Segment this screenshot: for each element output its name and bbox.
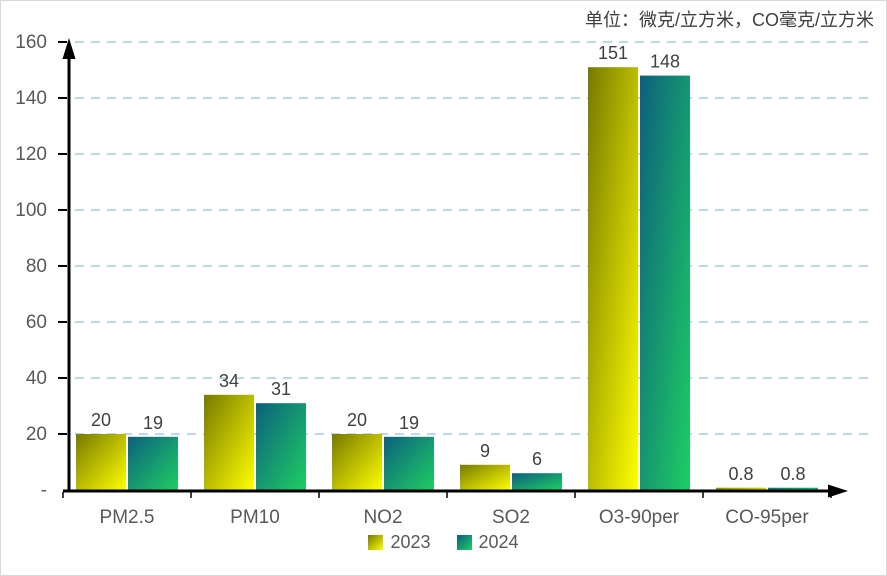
- unit-label: 单位：微克/立方米，CO毫克/立方米: [584, 10, 874, 30]
- legend-item-2023: 2023: [368, 532, 431, 553]
- value-label-2023-PM2.5: 20: [91, 410, 111, 430]
- legend-item-2024: 2024: [456, 532, 519, 553]
- value-label-2023-NO2: 20: [347, 410, 367, 430]
- value-label-2023-CO-95per: 0.8: [728, 464, 753, 484]
- y-tick-label-80: 80: [26, 256, 47, 277]
- bar-2023-SO2: [460, 464, 510, 490]
- value-label-2024-O3-90per: 148: [650, 52, 680, 72]
- value-label-2023-O3-90per: 151: [598, 43, 628, 63]
- value-label-2024-PM10: 31: [271, 379, 291, 399]
- category-label-CO-95per: CO-95per: [725, 507, 809, 528]
- bar-2023-PM10: [204, 394, 254, 490]
- bar-2024-NO2: [384, 436, 434, 490]
- bar-2024-PM10: [256, 403, 306, 490]
- y-tick-label-20: 20: [26, 424, 47, 445]
- bar-2023-CO-95per: [716, 487, 766, 490]
- value-label-2023-PM10: 34: [219, 371, 239, 391]
- value-label-2024-SO2: 6: [532, 449, 542, 469]
- value-label-2024-CO-95per: 0.8: [780, 464, 805, 484]
- bar-2024-SO2: [512, 473, 562, 490]
- y-tick-label-40: 40: [26, 368, 47, 389]
- legend-swatch-2023: [368, 535, 384, 550]
- category-label-PM10: PM10: [230, 507, 280, 528]
- y-tick-label-100: 100: [15, 200, 47, 221]
- bar-2024-PM2.5: [128, 436, 178, 490]
- category-label-PM2.5: PM2.5: [100, 507, 155, 528]
- bar-2023-NO2: [332, 434, 382, 490]
- bar-chart: 20 19 PM2.5 34 31 PM10 20 19 NO2 9 6 SO2 151 148 O3-90…: [15, 32, 875, 528]
- bar-2024-O3-90per: [640, 75, 690, 490]
- y-axis-arrow: [62, 38, 76, 59]
- value-label-2023-SO2: 9: [480, 441, 490, 461]
- bar-2024-CO-95per: [768, 487, 818, 490]
- legend-label-2023: 2023: [390, 532, 431, 552]
- category-label-SO2: SO2: [492, 507, 530, 528]
- legend-swatch-2024: [456, 535, 472, 550]
- y-tick-label-160: 160: [15, 32, 47, 53]
- bar-2023-O3-90per: [588, 67, 638, 490]
- legend-label-2024: 2024: [478, 532, 519, 552]
- legend: 2023 2024: [1, 532, 886, 553]
- y-tick-label-0: -: [41, 480, 47, 501]
- y-tick-label-140: 140: [15, 88, 47, 109]
- category-label-O3-90per: O3-90per: [599, 507, 680, 528]
- bar-2023-PM2.5: [76, 434, 126, 490]
- y-tick-label-60: 60: [26, 312, 47, 333]
- y-tick-label-120: 120: [15, 144, 47, 165]
- value-label-2024-PM2.5: 19: [143, 413, 163, 433]
- x-axis-arrow: [828, 484, 848, 498]
- value-label-2024-NO2: 19: [399, 413, 419, 433]
- category-label-NO2: NO2: [363, 507, 402, 528]
